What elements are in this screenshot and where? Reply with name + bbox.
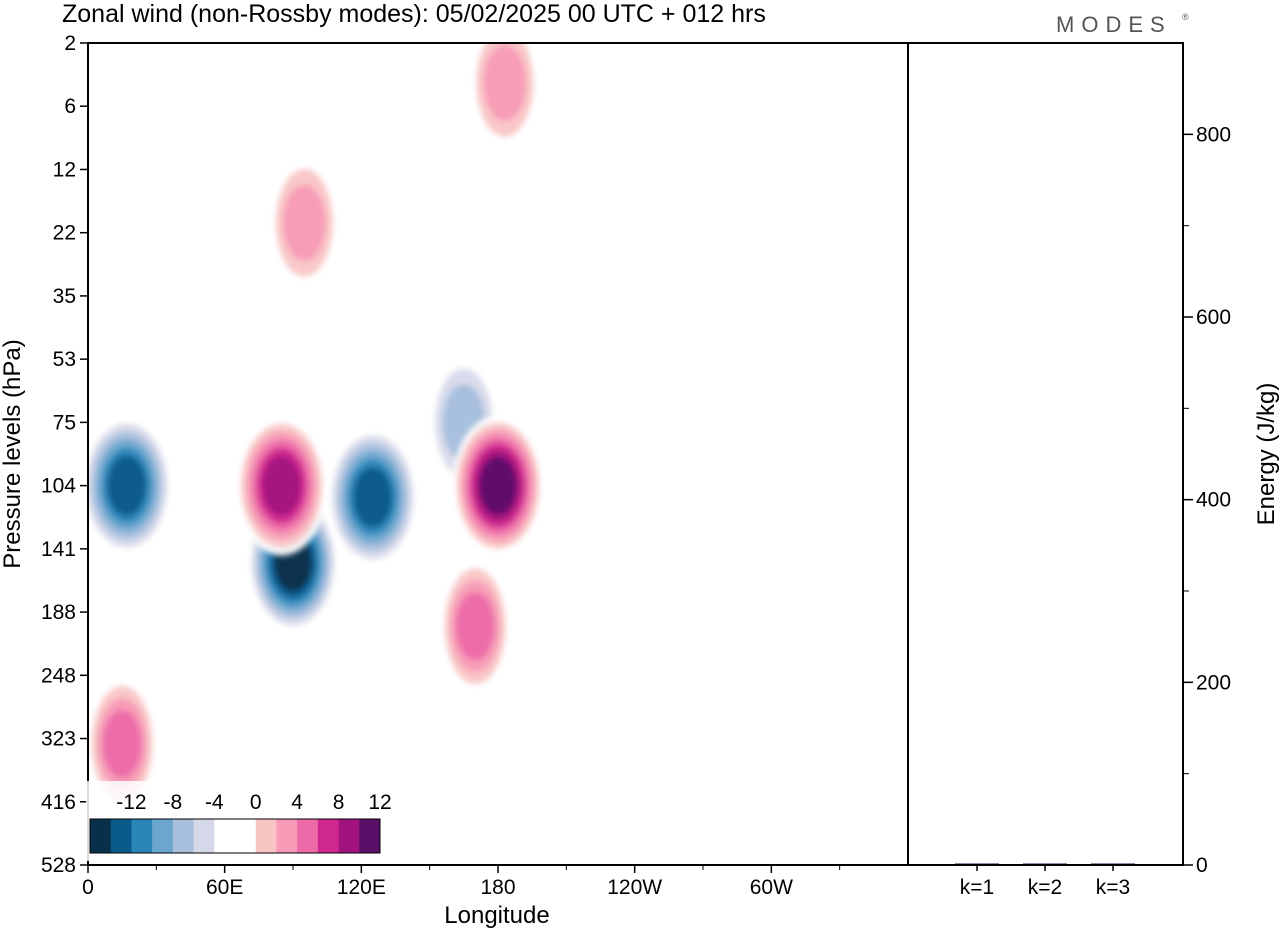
colorbar-swatch: [131, 819, 153, 853]
contour-blob: [268, 152, 341, 293]
y-axis-label: Pressure levels (hPa): [0, 339, 26, 568]
energy-tick-label: 600: [1196, 306, 1231, 329]
contour-blob: [468, 43, 541, 153]
energy-tick-label: 400: [1196, 489, 1231, 512]
contour-level: [107, 455, 147, 516]
y-tick-label: 53: [53, 348, 76, 371]
x-tick-label: 60W: [750, 876, 793, 899]
x-tick-label: 120E: [337, 876, 386, 899]
x-tick-label: 180: [480, 876, 515, 899]
contour-blob: [452, 415, 544, 556]
y-tick-label: 12: [53, 158, 76, 181]
colorbar-swatch: [152, 819, 174, 853]
contour-blob: [88, 415, 173, 556]
x-axis-label: Longitude: [444, 902, 549, 929]
colorbar-swatch: [193, 819, 215, 853]
contour-level: [479, 456, 517, 515]
energy-axis-ticks: 0 200 400 600 800 k=1 k=2 k=3: [960, 123, 1231, 899]
contour-level: [483, 44, 527, 121]
y-tick-label: 6: [64, 95, 76, 118]
colorbar-swatch: [172, 819, 195, 853]
energy-category-label: k=2: [1028, 876, 1062, 899]
contour-level: [455, 592, 495, 661]
colorbar-tick-label: 8: [333, 791, 345, 814]
brand-logo: MODES: [1056, 12, 1172, 37]
colorbar-tick-label: 12: [368, 791, 391, 814]
colorbar-swatch: [359, 819, 381, 853]
energy-tick-label: 800: [1196, 123, 1231, 146]
colorbar-swatch: [317, 819, 340, 853]
colorbar-tick-label: -8: [164, 791, 183, 814]
chart-title: Zonal wind (non-Rossby modes): 05/02/202…: [62, 0, 766, 28]
y-tick-label: 35: [53, 285, 76, 308]
y-tick-label: 323: [41, 728, 76, 751]
energy-panel-frame: [907, 42, 1184, 866]
colorbar-swatch: [214, 819, 236, 853]
y-tick-label: 188: [41, 601, 76, 624]
y-tick-label: 416: [41, 791, 76, 814]
y-axis-ticks: 2 6 12 22 35 53 75 104 141 188 248 323 416 528: [41, 32, 88, 877]
y-tick-label: 528: [41, 854, 76, 877]
y-tick-label: 248: [41, 664, 76, 687]
colorbar-frame: [89, 818, 381, 854]
contour-level: [353, 467, 393, 528]
contour-blob: [88, 673, 159, 814]
x-tick-label: 60E: [206, 876, 243, 899]
energy-axis-label: Energy (J/kg): [1253, 383, 1280, 526]
colorbar-swatch: [276, 819, 298, 853]
energy-tick-label: 200: [1196, 671, 1231, 694]
colorbar-swatch: [255, 819, 277, 853]
y-tick-label: 141: [41, 538, 76, 561]
contour-blob: [235, 415, 328, 556]
colorbar-tick-label: 4: [291, 791, 303, 814]
contour-blob: [439, 556, 512, 697]
contour-level: [283, 184, 326, 261]
y-tick-label: 75: [53, 411, 76, 434]
heatmap-field: [88, 43, 544, 814]
colorbar-swatch: [235, 819, 257, 853]
energy-tick-label: 0: [1196, 854, 1208, 877]
energy-category-label: k=3: [1096, 876, 1130, 899]
contour-level: [262, 455, 301, 516]
colorbar-swatch: [338, 819, 360, 853]
x-axis-ticks: 0 60E 120E 180 120W 60W: [82, 865, 841, 899]
colorbar-tick-label: -12: [116, 791, 146, 814]
brand-registered-mark: ®: [1182, 12, 1189, 22]
contour-level: [102, 709, 142, 778]
colorbar-swatch: [297, 819, 319, 853]
contour-blob: [326, 427, 419, 568]
colorbar-swatch: [110, 819, 132, 853]
colorbar-swatch: [90, 819, 112, 853]
colorbar-tick-label: -4: [205, 791, 224, 814]
x-tick-label: 0: [82, 876, 94, 899]
colorbar-tick-label: 0: [250, 791, 262, 814]
y-tick-label: 104: [41, 475, 76, 498]
colorbar-legend: -12 -8 -4 0 4 8 12: [86, 781, 392, 861]
y-tick-label: 2: [64, 32, 76, 55]
x-tick-label: 120W: [607, 876, 662, 899]
energy-category-label: k=1: [960, 876, 994, 899]
y-tick-label: 22: [53, 222, 76, 245]
